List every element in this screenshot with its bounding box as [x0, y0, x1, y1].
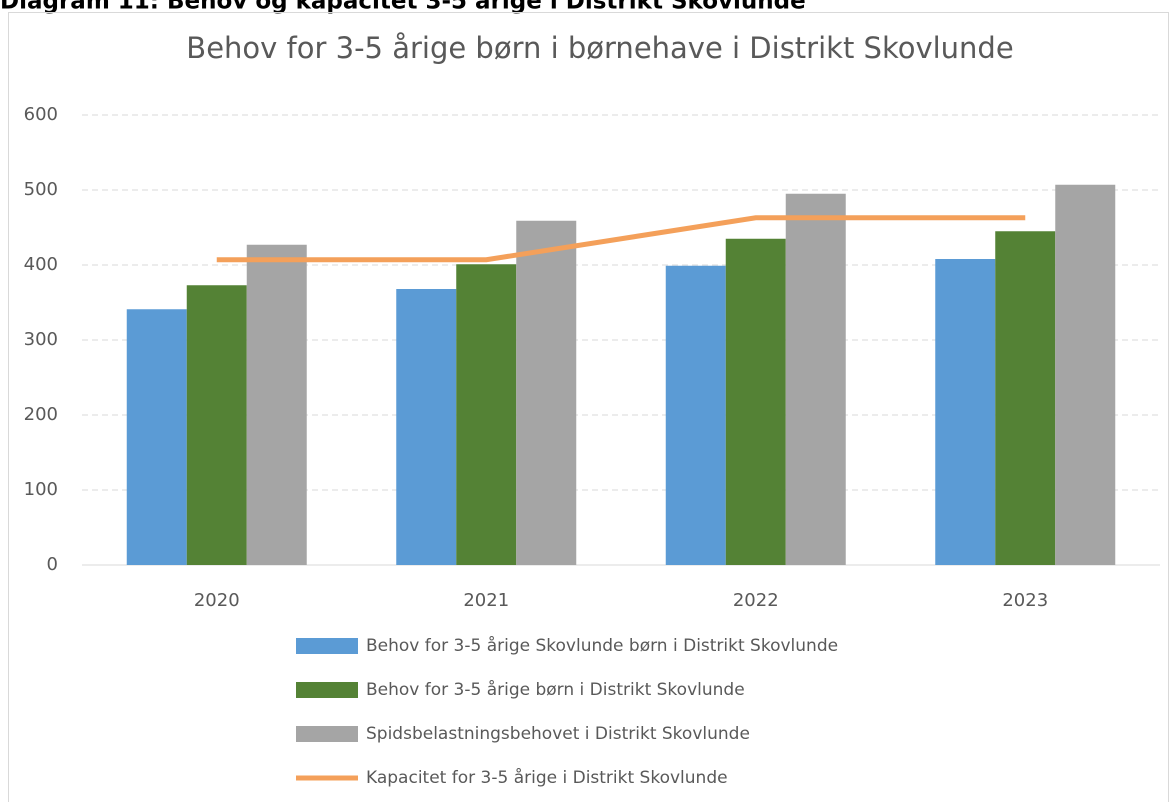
y-tick-label: 100 — [24, 479, 58, 500]
line — [216, 215, 1026, 263]
x-tick-label: 2022 — [733, 590, 779, 611]
bar — [186, 285, 247, 565]
y-tick-label: 0 — [47, 554, 58, 575]
chart-title: Behov for 3-5 årige børn i børnehave i D… — [186, 31, 1013, 65]
bar — [516, 220, 577, 565]
header-title: Diagram 11: Behov og kapacitet 3-5 årige… — [0, 0, 806, 15]
y-tick-label: 600 — [24, 104, 58, 125]
chart-border — [8, 12, 1169, 806]
y-tick-label: 400 — [24, 254, 58, 275]
y-tick-label: 500 — [24, 179, 58, 200]
bar — [1055, 184, 1116, 565]
bar — [126, 309, 187, 565]
bar — [246, 244, 307, 565]
legend-label: Kapacitet for 3-5 årige i Distrikt Skovl… — [366, 767, 728, 788]
y-tick-label: 200 — [24, 404, 58, 425]
bar — [785, 193, 846, 565]
x-tick-label: 2023 — [1002, 590, 1048, 611]
x-tick-label: 2021 — [463, 590, 509, 611]
legend-label: Spidsbelastningsbehovet i Distrikt Skovl… — [366, 724, 750, 744]
legend-label: Behov for 3-5 årige Skovlunde børn i Dis… — [366, 635, 838, 656]
x-tick-label: 2020 — [194, 590, 240, 611]
legend-swatch — [296, 726, 358, 742]
bar — [935, 259, 996, 565]
bar — [665, 265, 726, 565]
legend-label: Behov for 3-5 årige børn i Distrikt Skov… — [366, 679, 745, 700]
y-tick-label: 300 — [24, 329, 58, 350]
bar — [456, 264, 517, 565]
legend-swatch — [296, 682, 358, 698]
legend-swatch — [296, 638, 358, 654]
bar — [396, 289, 457, 565]
bar — [725, 238, 786, 565]
bar — [995, 231, 1056, 565]
